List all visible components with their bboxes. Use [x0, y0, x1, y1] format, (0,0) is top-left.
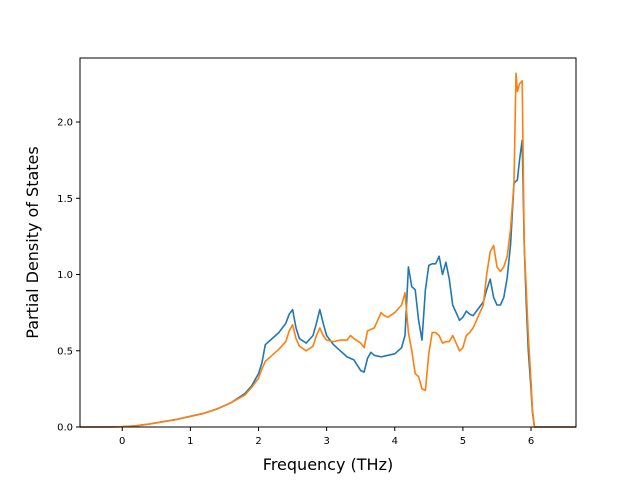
x-tick-label: 2	[255, 436, 261, 447]
y-tick-label: 1.0	[57, 270, 73, 281]
y-axis-ticks: 0.0 0.5 1.0 1.5 2.0	[57, 118, 80, 434]
y-axis-label: Partial Density of States	[23, 146, 42, 338]
x-tick-label: 3	[323, 436, 329, 447]
y-tick-label: 2.0	[57, 118, 73, 129]
x-tick-label: 0	[119, 436, 125, 447]
x-tick-label: 1	[187, 436, 193, 447]
x-tick-label: 6	[528, 436, 534, 447]
axes-frame	[79, 57, 577, 428]
series-line-1	[80, 139, 576, 428]
y-tick-label: 0.5	[57, 346, 73, 357]
x-tick-label: 4	[392, 436, 398, 447]
series-line-2	[80, 72, 576, 428]
plot-lines	[80, 72, 576, 428]
x-tick-label: 5	[460, 436, 466, 447]
y-tick-label: 0.0	[57, 423, 73, 434]
x-axis-label: Frequency (THz)	[263, 455, 393, 474]
x-axis-ticks: 0 1 2 3 4 5 6	[119, 427, 534, 447]
y-tick-label: 1.5	[57, 194, 73, 205]
